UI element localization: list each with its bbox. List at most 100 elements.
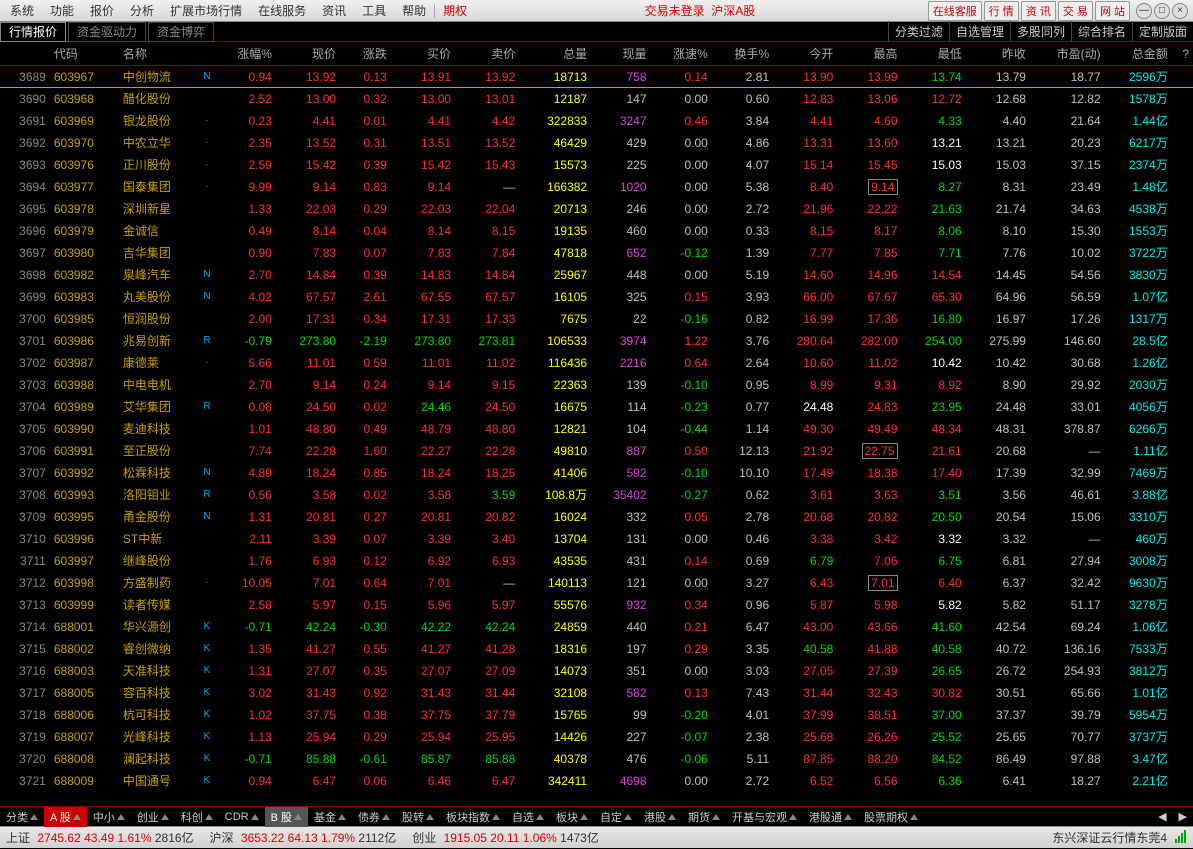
- col-19[interactable]: ?: [1172, 42, 1193, 66]
- table-row[interactable]: 3698 603982 泉峰汽车 N 2.70 14.84 0.39 14.83…: [0, 264, 1193, 286]
- table-row[interactable]: 3712 603998 方盛制药 · 10.05 7.01 0.64 7.01 …: [0, 572, 1193, 594]
- col-17[interactable]: 市盈(动): [1030, 42, 1105, 66]
- table-row[interactable]: 3693 603976 正川股份 · 2.59 15.42 0.39 15.42…: [0, 154, 1193, 176]
- table-row[interactable]: 3689 603967 中创物流 N 0.94 13.92 0.13 13.91…: [0, 66, 1193, 88]
- table-row[interactable]: 3706 603991 至正股份 7.74 22.28 1.60 22.27 2…: [0, 440, 1193, 462]
- btab-B 股[interactable]: B 股: [265, 807, 308, 827]
- col-16[interactable]: 昨收: [966, 42, 1030, 66]
- table-row[interactable]: 3695 603978 深圳新星 1.33 22.03 0.29 22.03 2…: [0, 198, 1193, 220]
- btab-板块指数[interactable]: 板块指数: [440, 807, 506, 827]
- table-row[interactable]: 3716 688003 天准科技 K 1.31 27.07 0.35 27.07…: [0, 660, 1193, 682]
- col-1[interactable]: 代码: [50, 42, 119, 66]
- col-14[interactable]: 最高: [837, 42, 901, 66]
- btab-开基与宏观[interactable]: 开基与宏观: [726, 807, 803, 827]
- table-row[interactable]: 3705 603990 麦迪科技 1.01 48.80 0.49 48.79 4…: [0, 418, 1193, 440]
- btab-分类[interactable]: 分类: [0, 807, 44, 827]
- table-row[interactable]: 3696 603979 金诚信 0.49 8.14 0.04 8.14 8.15…: [0, 220, 1193, 242]
- table-row[interactable]: 3701 603986 兆易创新 R -0.79 273.80 -2.19 27…: [0, 330, 1193, 352]
- table-row[interactable]: 3715 688002 睿创微纳 K 1.35 41.27 0.55 41.27…: [0, 638, 1193, 660]
- btab-债券[interactable]: 债券: [352, 807, 396, 827]
- rtab-自选管理[interactable]: 自选管理: [949, 21, 1010, 42]
- col-5[interactable]: 现价: [276, 42, 340, 66]
- rtab-定制版面[interactable]: 定制版面: [1132, 21, 1193, 42]
- btab-自定[interactable]: 自定: [594, 807, 638, 827]
- table-row[interactable]: 3720 688008 澜起科技 K -0.71 85.88 -0.61 85.…: [0, 748, 1193, 770]
- table-row[interactable]: 3697 603980 吉华集团 0.90 7.83 0.07 7.83 7.8…: [0, 242, 1193, 264]
- col-8[interactable]: 卖价: [455, 42, 519, 66]
- table-row[interactable]: 3699 603983 丸美股份 N 4.02 67.57 2.61 67.55…: [0, 286, 1193, 308]
- btn-网 站[interactable]: 网 站: [1095, 1, 1130, 21]
- col-13[interactable]: 今开: [773, 42, 837, 66]
- table-row[interactable]: 3704 603989 艾华集团 R 0.08 24.50 0.02 24.46…: [0, 396, 1193, 418]
- table-row[interactable]: 3694 603977 国泰集团 · 9.99 9.14 0.83 9.14 —…: [0, 176, 1193, 198]
- col-6[interactable]: 涨跌: [340, 42, 391, 66]
- rtab-分类过滤[interactable]: 分类过滤: [888, 21, 949, 42]
- table-row[interactable]: 3711 603997 继峰股份 1.76 6.93 0.12 6.92 6.9…: [0, 550, 1193, 572]
- subtab-资金博弈[interactable]: 资金博弈: [148, 22, 214, 42]
- table-row[interactable]: 3703 603988 中电电机 2.70 9.14 0.24 9.14 9.1…: [0, 374, 1193, 396]
- table-row[interactable]: 3692 603970 中农立华 · 2.35 13.52 0.31 13.51…: [0, 132, 1193, 154]
- subtab-行情报价[interactable]: 行情报价: [0, 22, 66, 42]
- menu-工具[interactable]: 工具: [356, 4, 392, 18]
- table-row[interactable]: 3719 688007 光峰科技 K 1.13 25.94 0.29 25.94…: [0, 726, 1193, 748]
- menu-资讯[interactable]: 资讯: [316, 4, 352, 18]
- col-15[interactable]: 最低: [902, 42, 966, 66]
- btab-板块[interactable]: 板块: [550, 807, 594, 827]
- btab-A 股[interactable]: A 股: [44, 807, 87, 827]
- col-4[interactable]: 涨幅%: [215, 42, 276, 66]
- btn-行 情[interactable]: 行 情: [984, 1, 1019, 21]
- table-row[interactable]: 3718 688006 杭可科技 K 1.02 37.75 0.38 37.75…: [0, 704, 1193, 726]
- btab-基金[interactable]: 基金: [308, 807, 352, 827]
- table-row[interactable]: 3721 688009 中国通号 K 0.94 6.47 0.06 6.46 6…: [0, 770, 1193, 792]
- maximize-icon[interactable]: □: [1154, 3, 1170, 19]
- table-row[interactable]: 3707 603992 松霖科技 N 4.89 18.24 0.85 18.24…: [0, 462, 1193, 484]
- menu-报价[interactable]: 报价: [84, 4, 120, 18]
- table-row[interactable]: 3709 603995 甬金股份 N 1.31 20.81 0.27 20.81…: [0, 506, 1193, 528]
- table-row[interactable]: 3690 603968 醋化股份 2.52 13.00 0.32 13.00 1…: [0, 88, 1193, 110]
- btab-股转[interactable]: 股转: [396, 807, 440, 827]
- nav-left-icon[interactable]: ◀: [1152, 808, 1172, 825]
- menu-功能[interactable]: 功能: [44, 4, 80, 18]
- btn-在线客服[interactable]: 在线客服: [928, 1, 982, 21]
- table-row[interactable]: 3691 603969 银龙股份 · 0.23 4.41 0.01 4.41 4…: [0, 110, 1193, 132]
- table-row[interactable]: 3702 603987 康德莱 · 5.66 11.01 0.59 11.01 …: [0, 352, 1193, 374]
- btn-资 讯[interactable]: 资 讯: [1021, 1, 1056, 21]
- col-12[interactable]: 换手%: [712, 42, 773, 66]
- btab-创业[interactable]: 创业: [131, 807, 175, 827]
- menu-系统[interactable]: 系统: [4, 4, 40, 18]
- btab-股票期权[interactable]: 股票期权: [858, 807, 924, 827]
- col-18[interactable]: 总金额: [1105, 42, 1172, 66]
- table-row[interactable]: 3714 688001 华兴源创 K -0.71 42.24 -0.30 42.…: [0, 616, 1193, 638]
- stock-grid[interactable]: 代码名称涨幅%现价涨跌买价卖价总量现量涨速%换手%今开最高最低昨收市盈(动)总金…: [0, 42, 1193, 806]
- table-row[interactable]: 3717 688005 容百科技 K 3.02 31.43 0.92 31.43…: [0, 682, 1193, 704]
- col-10[interactable]: 现量: [591, 42, 650, 66]
- subtab-资金驱动力[interactable]: 资金驱动力: [68, 22, 146, 42]
- btab-自选[interactable]: 自选: [506, 807, 550, 827]
- menu-options[interactable]: 期权: [437, 2, 473, 19]
- col-7[interactable]: 买价: [391, 42, 455, 66]
- table-row[interactable]: 3708 603993 洛阳钼业 R 0.56 3.58 0.02 3.58 3…: [0, 484, 1193, 506]
- col-3[interactable]: [199, 42, 214, 66]
- btab-港股通[interactable]: 港股通: [803, 807, 858, 827]
- rtab-综合排名[interactable]: 综合排名: [1071, 21, 1132, 42]
- table-row[interactable]: 3700 603985 恒润股份 2.00 17.31 0.34 17.31 1…: [0, 308, 1193, 330]
- col-0[interactable]: [0, 42, 50, 66]
- col-2[interactable]: 名称: [119, 42, 199, 66]
- minimize-icon[interactable]: —: [1136, 3, 1152, 19]
- menu-分析[interactable]: 分析: [124, 4, 160, 18]
- table-row[interactable]: 3713 603999 读者传媒 2.58 5.97 0.15 5.96 5.9…: [0, 594, 1193, 616]
- menu-在线服务[interactable]: 在线服务: [252, 4, 312, 18]
- menu-帮助[interactable]: 帮助: [396, 4, 432, 18]
- close-icon[interactable]: ×: [1172, 3, 1188, 19]
- btab-CDR[interactable]: CDR: [219, 809, 265, 825]
- menu-扩展市场行情[interactable]: 扩展市场行情: [164, 4, 248, 18]
- btab-港股[interactable]: 港股: [638, 807, 682, 827]
- btn-交 易[interactable]: 交 易: [1058, 1, 1093, 21]
- btab-中小[interactable]: 中小: [87, 807, 131, 827]
- rtab-多股同列[interactable]: 多股同列: [1010, 21, 1071, 42]
- nav-right-icon[interactable]: ▶: [1173, 808, 1193, 825]
- col-11[interactable]: 涨速%: [651, 42, 712, 66]
- table-row[interactable]: 3710 603996 ST中新 2.11 3.39 0.07 3.39 3.4…: [0, 528, 1193, 550]
- btab-期货[interactable]: 期货: [682, 807, 726, 827]
- btab-科创[interactable]: 科创: [175, 807, 219, 827]
